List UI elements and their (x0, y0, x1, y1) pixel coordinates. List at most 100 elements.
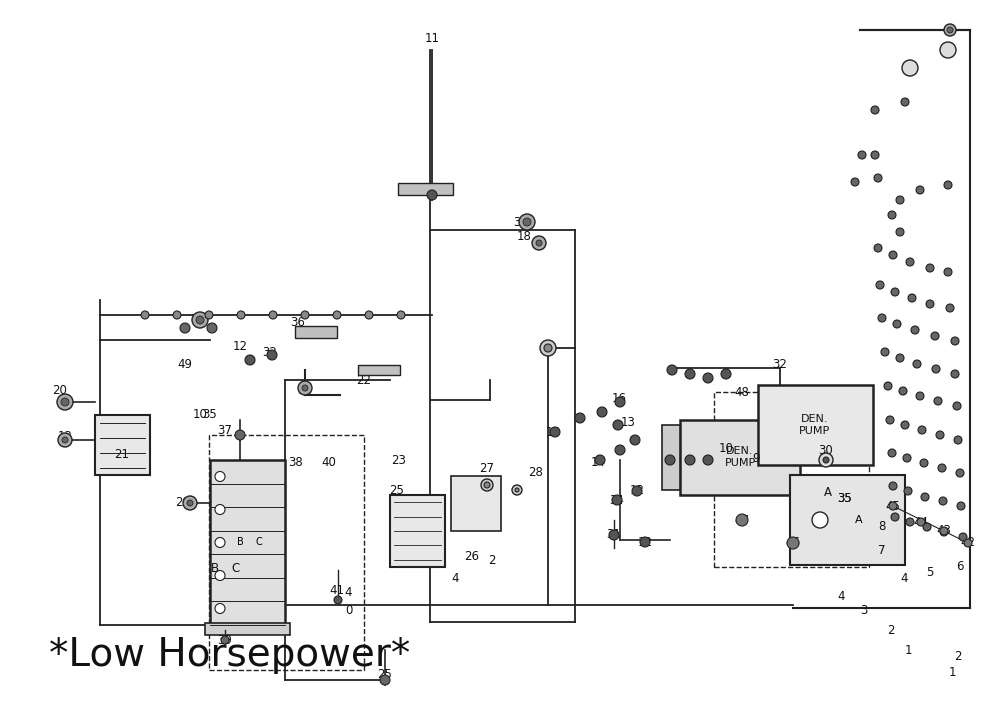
Circle shape (888, 211, 896, 219)
Bar (205, 623, 290, 635)
Circle shape (936, 431, 944, 439)
Text: 4: 4 (451, 571, 459, 584)
Circle shape (365, 311, 373, 319)
Circle shape (940, 527, 948, 535)
Text: 1: 1 (948, 665, 956, 679)
Circle shape (215, 604, 225, 614)
Text: 16: 16 (612, 392, 626, 405)
Text: 35: 35 (838, 493, 852, 505)
Circle shape (302, 385, 308, 391)
Circle shape (947, 27, 953, 33)
Text: 9: 9 (752, 452, 760, 465)
Text: 8: 8 (878, 521, 886, 533)
Circle shape (871, 151, 879, 159)
Text: 11: 11 (424, 32, 440, 46)
Text: 43: 43 (937, 525, 951, 538)
Circle shape (851, 178, 859, 186)
Text: 34: 34 (610, 493, 624, 506)
Text: 31: 31 (607, 528, 621, 541)
Circle shape (397, 311, 405, 319)
Text: DEN.
PUMP: DEN. PUMP (724, 446, 756, 468)
Text: 27: 27 (480, 462, 494, 475)
Circle shape (889, 251, 897, 259)
Circle shape (878, 314, 886, 322)
Text: 30: 30 (819, 443, 833, 457)
Text: 26: 26 (464, 549, 480, 563)
Circle shape (901, 98, 909, 106)
Circle shape (519, 214, 535, 230)
Text: 25: 25 (378, 669, 392, 682)
Text: 4: 4 (837, 589, 845, 602)
Text: 29: 29 (176, 496, 190, 510)
Circle shape (954, 436, 962, 444)
Circle shape (931, 332, 939, 340)
Circle shape (823, 457, 829, 463)
Circle shape (906, 518, 914, 526)
Circle shape (891, 513, 899, 521)
Circle shape (484, 482, 490, 488)
Circle shape (215, 505, 225, 515)
Circle shape (540, 340, 556, 356)
Text: 37: 37 (218, 423, 232, 437)
Circle shape (141, 311, 149, 319)
Circle shape (550, 427, 560, 437)
Circle shape (964, 539, 972, 547)
Bar (662, 425, 680, 490)
Circle shape (920, 459, 928, 467)
Text: 14: 14 (590, 455, 606, 468)
Circle shape (876, 281, 884, 289)
Circle shape (944, 268, 952, 276)
Bar (295, 326, 337, 338)
Circle shape (787, 537, 799, 549)
Circle shape (944, 181, 952, 189)
Text: C: C (255, 537, 262, 547)
Circle shape (736, 514, 748, 526)
Text: 17: 17 (540, 342, 556, 354)
Circle shape (934, 397, 942, 405)
Circle shape (896, 228, 904, 236)
Circle shape (215, 571, 225, 581)
Text: 3: 3 (860, 604, 868, 616)
Circle shape (245, 355, 255, 365)
Circle shape (896, 354, 904, 362)
Circle shape (215, 538, 225, 548)
Circle shape (544, 344, 552, 352)
Circle shape (215, 472, 225, 481)
Text: 7: 7 (878, 544, 886, 558)
Text: 49: 49 (178, 357, 192, 370)
Circle shape (62, 437, 68, 443)
Circle shape (917, 518, 925, 526)
Text: C: C (231, 561, 239, 574)
Text: 20: 20 (53, 384, 67, 397)
Circle shape (703, 455, 713, 465)
Circle shape (523, 218, 531, 226)
Circle shape (943, 46, 951, 54)
Text: 21: 21 (114, 448, 130, 460)
Circle shape (427, 190, 437, 200)
Circle shape (640, 537, 650, 547)
Circle shape (913, 360, 921, 368)
Circle shape (858, 151, 866, 159)
Text: 28: 28 (529, 465, 543, 478)
Circle shape (703, 373, 713, 383)
Circle shape (380, 675, 390, 685)
Circle shape (921, 493, 929, 501)
Text: 47: 47 (734, 513, 750, 526)
Circle shape (903, 454, 911, 462)
Text: 41: 41 (330, 584, 344, 596)
Text: 2: 2 (887, 624, 895, 637)
Text: 4: 4 (900, 573, 908, 586)
Circle shape (899, 387, 907, 395)
Circle shape (908, 294, 916, 302)
Text: 35: 35 (838, 493, 852, 505)
Circle shape (237, 311, 245, 319)
Circle shape (959, 533, 967, 541)
Circle shape (874, 244, 882, 252)
Circle shape (918, 426, 926, 434)
Text: 42: 42 (960, 536, 976, 549)
Text: 32: 32 (773, 357, 787, 370)
Circle shape (333, 311, 341, 319)
Circle shape (884, 382, 892, 390)
Bar (790, 475, 905, 565)
Circle shape (609, 530, 619, 540)
